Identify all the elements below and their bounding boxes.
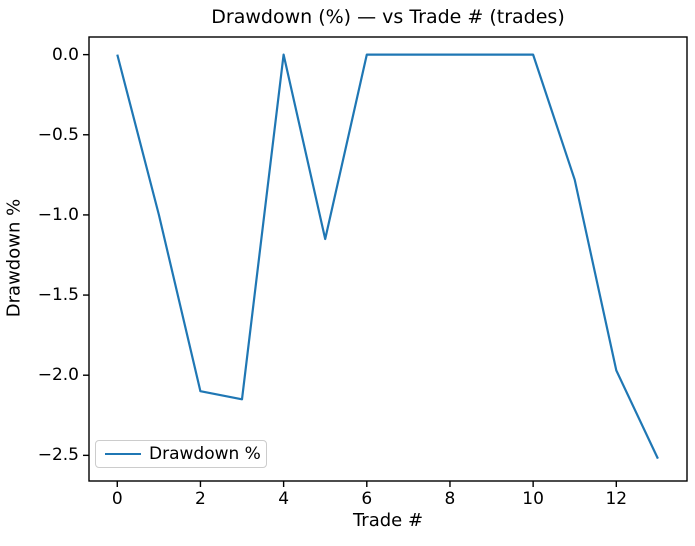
y-tick-label: −2.5 [37,445,79,466]
legend-line-swatch [105,453,141,456]
y-tick-label: −1.0 [37,204,79,225]
y-tick-label: −0.5 [37,124,79,145]
legend: Drawdown % [95,440,267,468]
y-tick-label: 0.0 [51,44,79,65]
x-tick-label: 12 [605,489,628,509]
x-tick-label: 4 [278,489,290,509]
drawdown-line-series [116,53,659,460]
x-tick-label: 6 [361,489,373,509]
x-tick-label: 0 [111,489,123,509]
y-tick-label: −2.0 [37,365,79,386]
x-tick-label: 10 [522,489,544,509]
x-axis-label: Trade # [352,510,424,531]
legend-label: Drawdown % [149,444,261,464]
x-tick-label: 2 [195,489,206,509]
y-tick-label: −1.5 [37,285,79,306]
y-axis-label: Drawdown % [3,198,25,318]
axis-tick-marks [83,53,618,487]
chart-title: Drawdown (%) — vs Trade # (trades) [211,6,565,28]
plot-border [88,36,688,482]
x-tick-label: 8 [444,489,456,509]
